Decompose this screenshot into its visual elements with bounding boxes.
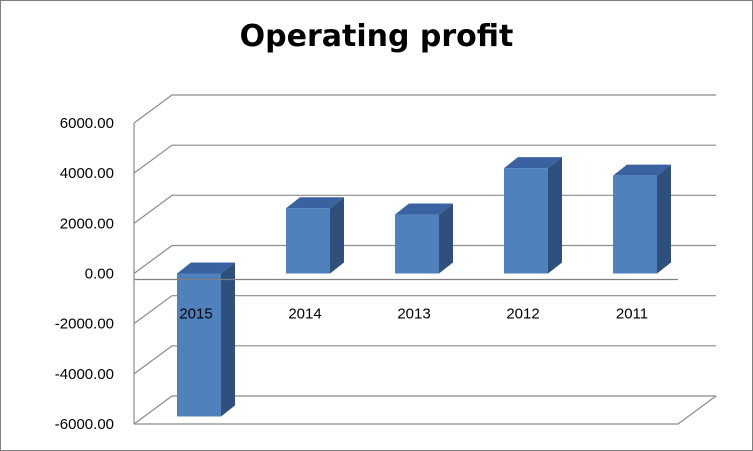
y-tick-label: 0.00 [85,266,114,283]
x-tick-label: 2013 [397,306,430,323]
gridline [133,94,716,124]
gridline [133,295,716,325]
x-tick-label: 2012 [506,306,539,323]
y-tick-label: 6000.00 [60,115,114,132]
bar [504,157,562,274]
y-axis: 6000.00 4000.00 2000.00 0.00 -2000.00 -4000.0… [55,115,114,433]
x-tick-label: 2011 [616,306,648,323]
y-tick-label: 2000.00 [60,215,114,232]
x-tick-label: 2015 [179,306,212,323]
gridlines [133,94,717,425]
chart-title: Operating profit [239,19,514,54]
x-axis: 2015 2014 2013 2012 2011 [134,278,678,323]
y-tick-label: -2000.00 [55,316,114,333]
bar [395,203,453,274]
gridline [133,395,716,425]
x-tick-label: 2014 [288,306,321,323]
y-tick-label: -6000.00 [55,416,114,433]
bars [177,157,671,417]
bar [613,164,671,274]
floor-edge [134,395,717,425]
y-tick-label: -4000.00 [55,366,114,383]
y-tick-label: 4000.00 [60,165,114,182]
bar [177,262,235,417]
gridline [133,345,716,375]
gridline [133,144,716,174]
bar [286,197,344,274]
